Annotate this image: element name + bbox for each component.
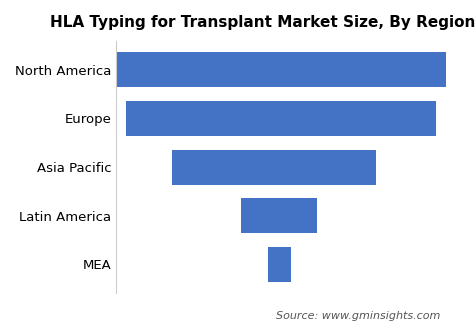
Bar bbox=[267, 247, 290, 282]
Bar bbox=[241, 198, 317, 233]
Text: Source: www.gminsights.com: Source: www.gminsights.com bbox=[275, 312, 439, 321]
Title: HLA Typing for Transplant Market Size, By Region, 2022: HLA Typing for Transplant Market Size, B… bbox=[50, 15, 476, 30]
Bar bbox=[126, 101, 435, 136]
Bar bbox=[172, 150, 376, 185]
Bar bbox=[116, 52, 445, 87]
